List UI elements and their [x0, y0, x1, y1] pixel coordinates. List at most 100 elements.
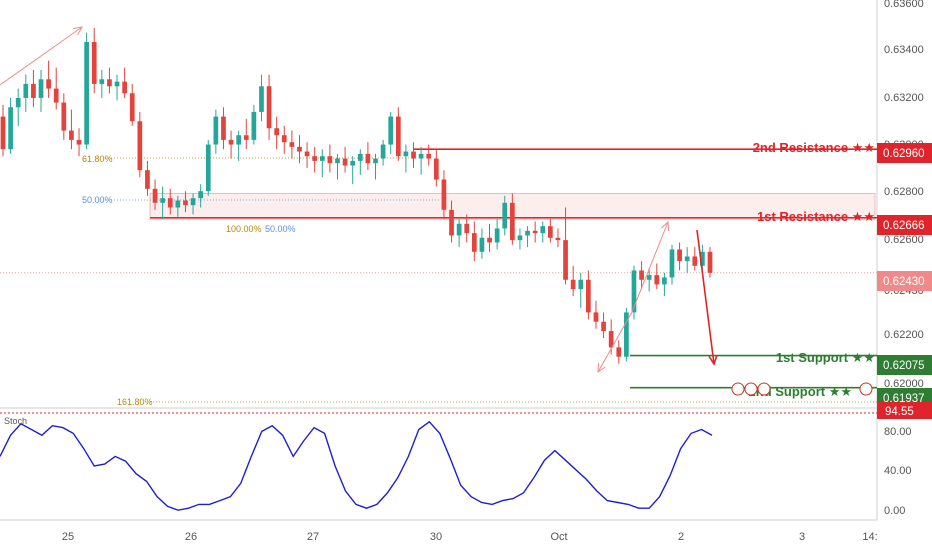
candle-body	[608, 331, 614, 348]
badge-current-price: 0.62430	[877, 271, 932, 291]
candle-body	[152, 188, 158, 203]
candle-body	[335, 158, 340, 164]
badge-1st-support-value: 0.62075	[883, 360, 925, 372]
arrow-drop-head	[597, 362, 606, 374]
candle-body	[76, 139, 82, 145]
badge-1st-support: 0.62075	[877, 355, 932, 375]
candle-body	[441, 179, 447, 210]
level-name-2nd-support: 2nd Support ★★	[749, 384, 852, 399]
candle-body	[99, 79, 105, 84]
candle-body	[502, 202, 508, 229]
candle-body	[175, 200, 181, 208]
time-tick: 30	[430, 531, 442, 543]
trend-arrows	[0, 26, 718, 374]
candle-body	[578, 279, 584, 290]
arrow-rise-head	[661, 220, 670, 232]
candle-body	[84, 41, 89, 145]
candle-body	[145, 170, 150, 189]
candle-body	[624, 312, 629, 357]
candle-body	[0, 116, 6, 150]
badge-1st-resistance-value: 0.62666	[883, 220, 925, 232]
candle-body	[107, 79, 112, 87]
candle-body	[616, 347, 622, 357]
candle-body	[304, 151, 310, 157]
candle-body	[586, 279, 591, 313]
badge-2nd-resistance-value: 0.62960	[883, 148, 925, 160]
candle-body	[692, 256, 698, 266]
candle-body	[547, 226, 553, 238]
candle-body	[23, 83, 29, 98]
stoch-tick: 0.00	[884, 505, 905, 517]
candle-body	[517, 235, 523, 241]
candle-body	[167, 198, 173, 208]
arrow-rally-left-head	[73, 26, 83, 36]
economic-event-icons[interactable]	[731, 382, 873, 396]
badge-stoch-current-value: 94.55	[885, 406, 914, 418]
candle-body	[312, 156, 318, 161]
candle-body	[69, 130, 74, 140]
price-tick: 0.62800	[884, 186, 924, 198]
candle-body	[669, 249, 675, 278]
grid	[0, 0, 878, 521]
candle-body	[487, 237, 492, 243]
candle-body	[601, 321, 606, 332]
fib-label-100: 100.00%	[226, 224, 262, 234]
fib-label-161: 161.80%	[117, 397, 153, 407]
candle-body	[411, 151, 416, 159]
arrow-rise	[631, 221, 669, 313]
candle-body	[365, 153, 371, 164]
candle-body	[259, 86, 264, 112]
candle-body	[662, 277, 667, 285]
candle-body	[266, 86, 272, 129]
candle-body	[426, 153, 432, 159]
time-tick: Oct	[550, 531, 567, 543]
candle-body	[281, 135, 287, 143]
candle-body	[183, 200, 188, 206]
candle-body	[570, 279, 576, 290]
fib-label-61: 61.80%	[82, 154, 113, 164]
candle-body	[198, 191, 204, 199]
candle-body	[342, 158, 348, 166]
candle-body	[646, 275, 652, 280]
candle-body	[61, 102, 67, 131]
stoch-tick: 80.00	[884, 426, 912, 438]
candle-body	[532, 230, 538, 234]
arrow-rally-left	[0, 26, 83, 86]
candle-body	[449, 209, 454, 236]
candle-body	[593, 312, 599, 322]
candle-body	[563, 240, 568, 280]
candle-body	[700, 251, 705, 266]
price-tick: 0.63600	[884, 0, 924, 10]
candle-body	[53, 88, 59, 103]
badge-stoch-current: 94.55	[877, 402, 932, 419]
arrow-target-down-head	[708, 355, 718, 366]
arrow-drop	[597, 311, 633, 373]
candle-body	[456, 223, 462, 236]
candle-body	[129, 93, 135, 122]
candle-body	[525, 230, 530, 236]
candle-body	[684, 256, 690, 262]
candle-body	[274, 128, 280, 136]
level-lines	[0, 148, 877, 414]
level-name-2nd-resistance: 2nd Resistance ★★	[753, 140, 875, 155]
time-axis: 25 26 27 30 Oct 2 3 14:	[62, 531, 878, 543]
fib-label-50-left: 50.00%	[82, 195, 113, 205]
candle-body	[15, 97, 21, 108]
candle-body	[509, 202, 515, 241]
price-tick: 0.62600	[884, 234, 924, 246]
time-tick: 26	[185, 531, 197, 543]
time-tick: 25	[62, 531, 74, 543]
candle-body	[555, 237, 561, 241]
candle-body	[289, 142, 295, 147]
candle-body	[91, 41, 97, 84]
candle-body	[137, 121, 143, 171]
candle-body	[677, 249, 682, 262]
candle-body	[494, 228, 500, 243]
candle-body	[403, 151, 409, 157]
level-name-1st-resistance: 1st Resistance ★★	[757, 209, 875, 224]
candle-body	[114, 81, 120, 87]
candle-body	[190, 198, 196, 206]
badge-2nd-resistance: 0.62960	[877, 143, 932, 163]
candle-body	[388, 116, 394, 145]
candle-body	[707, 251, 713, 273]
